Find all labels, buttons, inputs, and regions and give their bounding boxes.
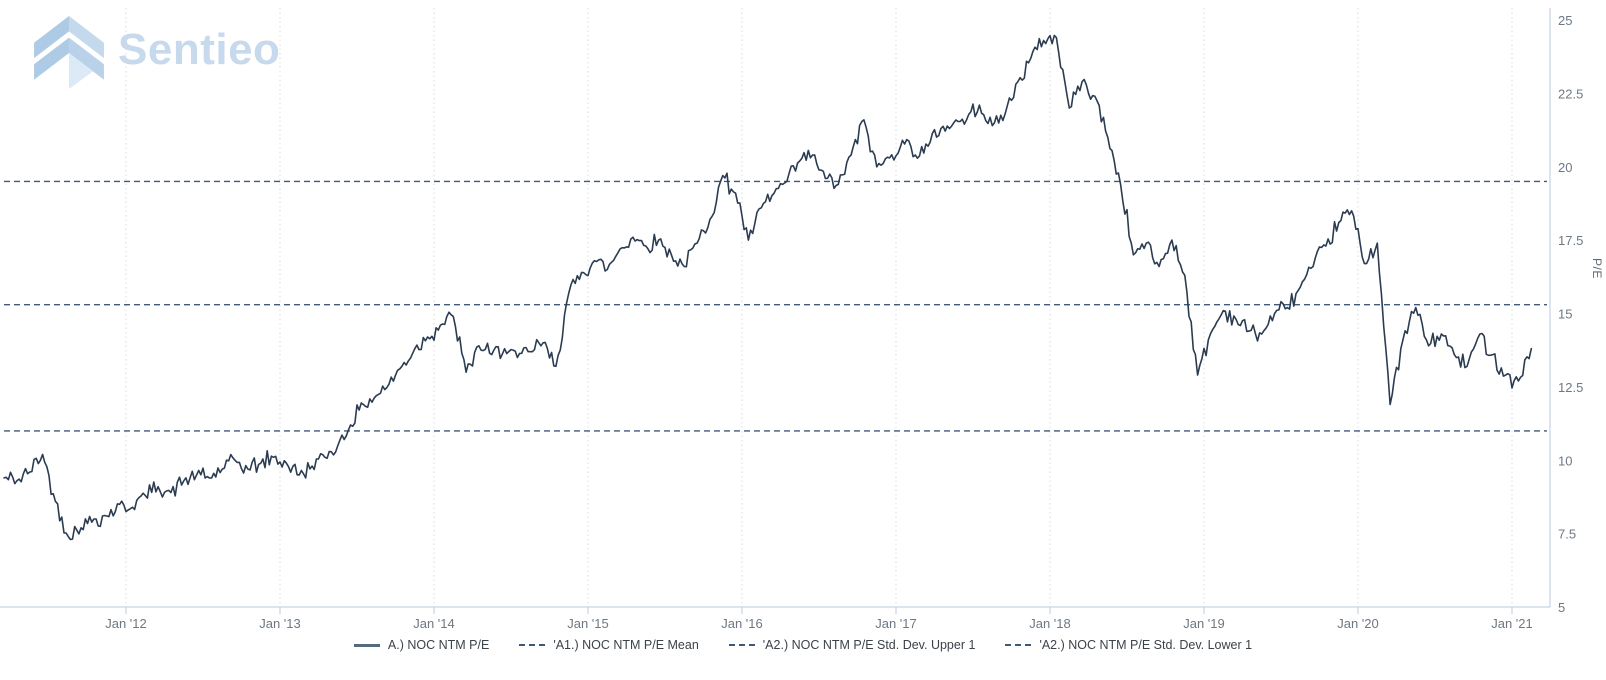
- dashed-line-marker-icon: [519, 644, 546, 646]
- x-axis-tick-label: Jan '14: [413, 616, 455, 631]
- y-axis-title: P/E: [1590, 258, 1604, 279]
- x-axis-tick-label: Jan '12: [105, 616, 147, 631]
- x-axis-tick-label: Jan '18: [1029, 616, 1071, 631]
- legend-label: 'A2.) NOC NTM P/E Std. Dev. Lower 1: [1039, 638, 1253, 652]
- y-axis-tick-label: 10: [1558, 453, 1572, 468]
- y-axis-tick-label: 5: [1558, 600, 1565, 615]
- legend-item-stddev-lower[interactable]: 'A2.) NOC NTM P/E Std. Dev. Lower 1: [1005, 638, 1252, 652]
- y-axis-tick-label: 17.5: [1558, 233, 1583, 248]
- legend-label: A.) NOC NTM P/E: [387, 638, 490, 652]
- y-axis-tick-label: 22.5: [1558, 86, 1583, 101]
- legend: A.) NOC NTM P/E 'A1.) NOC NTM P/E Mean '…: [0, 633, 1606, 657]
- x-axis-tick-label: Jan '20: [1337, 616, 1379, 631]
- y-axis-tick-label: 20: [1558, 160, 1572, 175]
- solid-line-marker-icon: [353, 643, 380, 647]
- y-axis-tick-label: 25: [1558, 13, 1572, 28]
- legend-label: 'A2.) NOC NTM P/E Std. Dev. Upper 1: [762, 638, 976, 652]
- x-axis-tick-label: Jan '19: [1183, 616, 1225, 631]
- y-axis-tick-label: 12.5: [1558, 380, 1583, 395]
- dashed-line-marker-icon: [1005, 644, 1032, 646]
- x-axis-tick-label: Jan '15: [567, 616, 609, 631]
- x-axis-tick-label: Jan '16: [721, 616, 763, 631]
- legend-item-series[interactable]: A.) NOC NTM P/E: [353, 638, 490, 652]
- y-axis-tick-label: 7.5: [1558, 527, 1576, 542]
- dashed-line-marker-icon: [728, 644, 755, 646]
- y-axis-tick-label: 15: [1558, 307, 1572, 322]
- noc-ntm-pe-series-line: [3, 34, 1533, 541]
- legend-item-stddev-upper[interactable]: 'A2.) NOC NTM P/E Std. Dev. Upper 1: [728, 638, 976, 652]
- legend-item-mean[interactable]: 'A1.) NOC NTM P/E Mean: [519, 638, 699, 652]
- legend-label: 'A1.) NOC NTM P/E Mean: [553, 638, 699, 652]
- x-axis-tick-label: Jan '21: [1491, 616, 1533, 631]
- x-axis-tick-label: Jan '17: [875, 616, 917, 631]
- x-axis-tick-label: Jan '13: [259, 616, 301, 631]
